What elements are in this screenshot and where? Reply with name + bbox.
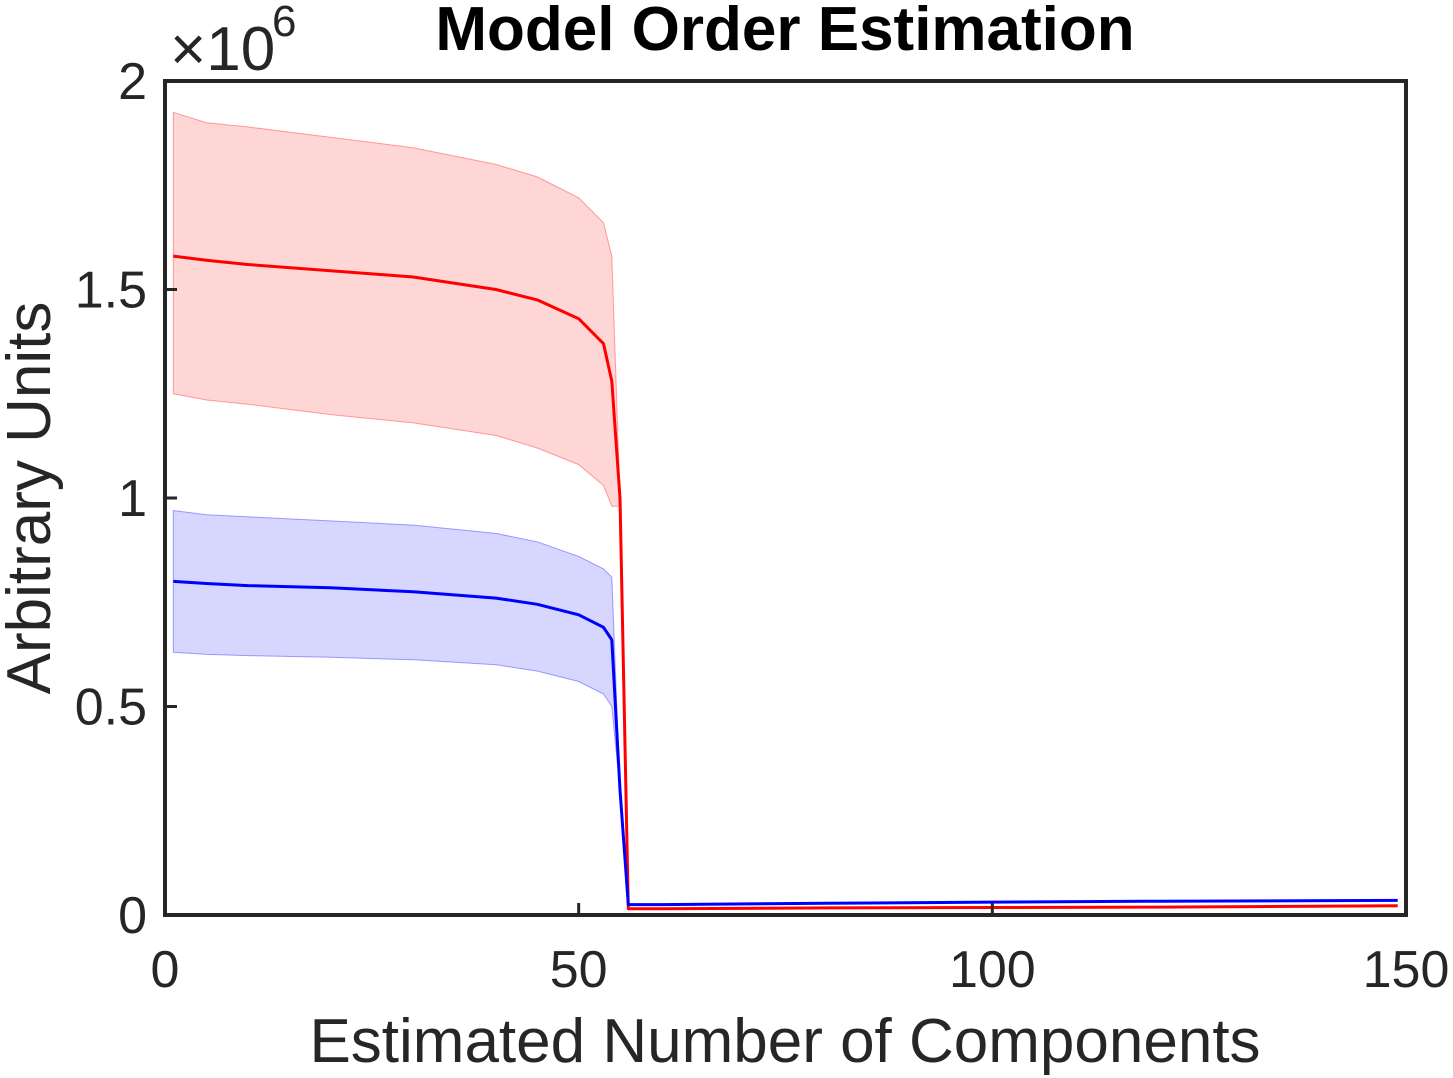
x-axis-label: Estimated Number of Components	[309, 1007, 1260, 1076]
y-tick-label: 1	[118, 470, 147, 528]
band-red	[172, 111, 1398, 910]
y-tick-label: 0	[118, 887, 147, 945]
y-axis-label: Arbitrary Units	[0, 302, 64, 695]
y-exponent-base: ×10	[170, 15, 275, 84]
x-tick-label: 150	[1363, 941, 1450, 999]
series-lines	[173, 254, 1398, 911]
confidence-bands	[172, 111, 1398, 910]
plot-area	[172, 111, 1398, 911]
series-line-red	[173, 254, 1398, 911]
y-tick-label: 2	[118, 53, 147, 111]
x-tick-label: 100	[949, 941, 1036, 999]
x-axis-ticks: 0 50 100 150	[151, 903, 1450, 999]
y-exponent-power: 6	[272, 0, 296, 46]
band-blue	[172, 509, 1398, 906]
x-tick-label: 50	[550, 941, 608, 999]
y-tick-label: 0.5	[75, 679, 147, 737]
chart-title: Model Order Estimation	[435, 0, 1134, 64]
y-axis-ticks: 0 0.5 1 1.5 2	[75, 53, 177, 945]
series-line-blue	[173, 579, 1398, 907]
y-tick-label: 1.5	[75, 262, 147, 320]
y-exponent-label: ×10 6	[170, 0, 296, 84]
x-tick-label: 0	[151, 941, 180, 999]
